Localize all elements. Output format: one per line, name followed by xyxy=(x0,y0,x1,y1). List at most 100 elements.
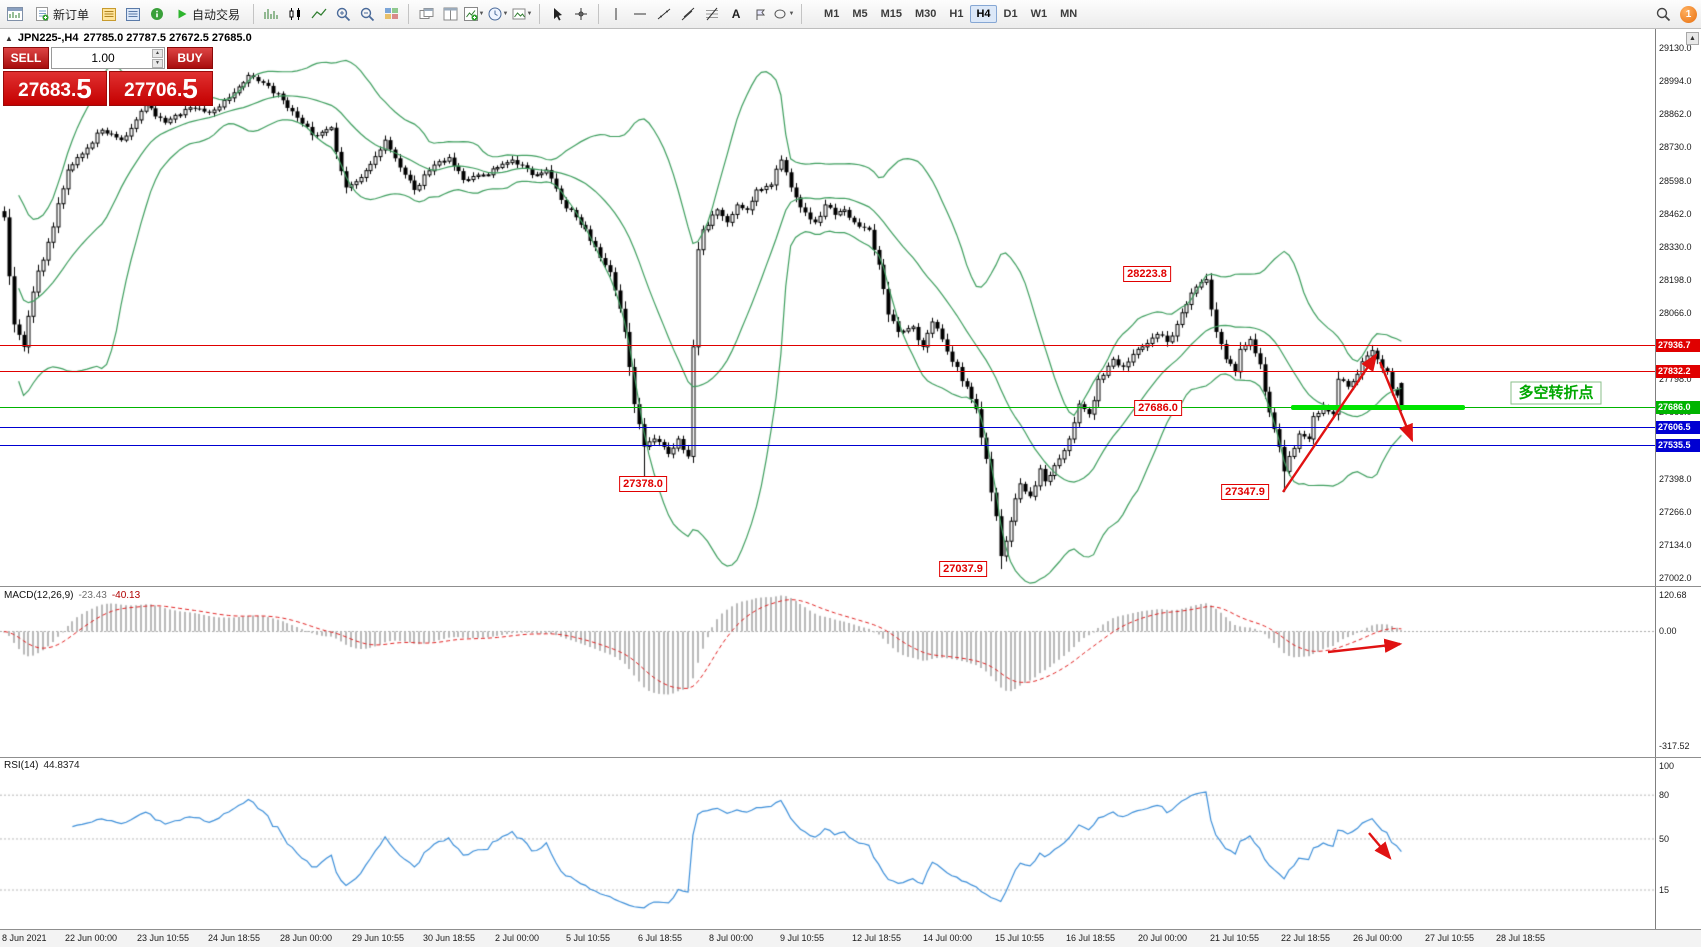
notification-badge[interactable]: 1 xyxy=(1680,5,1697,23)
search-icon[interactable] xyxy=(1652,3,1674,25)
buy-quote[interactable]: 27706. 5 xyxy=(109,71,213,106)
price-axis xyxy=(1655,29,1701,930)
timeframe-mn-button[interactable]: MN xyxy=(1060,8,1078,20)
text-tool-button[interactable]: A xyxy=(725,3,747,25)
horizontal-line-27535.5[interactable] xyxy=(0,444,1655,446)
shapes-tool-icon[interactable]: ▼ xyxy=(773,3,795,25)
horizontal-line-27936.7[interactable] xyxy=(0,344,1655,346)
horizontal-line-27686.0[interactable] xyxy=(0,407,1655,409)
data-window-icon[interactable] xyxy=(122,3,144,25)
timeframe-h4-button[interactable]: H4 xyxy=(970,5,997,23)
time-axis-label: 14 Jul 00:00 xyxy=(923,933,973,943)
crosshair-icon[interactable] xyxy=(570,3,592,25)
chevron-down-icon: ▼ xyxy=(526,11,533,17)
chart-annotation[interactable]: 27686.0 xyxy=(1134,399,1182,416)
timeframe-m1-button[interactable]: M1 xyxy=(824,8,840,20)
price-axis-label: 28066.0 xyxy=(1659,308,1692,318)
timeframe-m15-button[interactable]: M15 xyxy=(880,8,902,20)
support-zone-highlight[interactable] xyxy=(1291,405,1465,411)
time-axis-label: 15 Jul 10:55 xyxy=(995,933,1045,943)
volume-stepper-up-icon[interactable]: ▲ xyxy=(152,49,163,58)
timeframe-m30-button[interactable]: M30 xyxy=(915,8,937,20)
chevron-down-icon: ▼ xyxy=(502,11,509,17)
label-tool-icon[interactable] xyxy=(749,3,771,25)
chart-annotation[interactable]: 多空转折点 xyxy=(1510,381,1602,405)
price-tag-27606.5: 27606.5 xyxy=(1656,420,1700,434)
tile-windows-icon[interactable] xyxy=(380,3,402,25)
new-chart-icon[interactable]: ▼ xyxy=(463,3,485,25)
chart-annotation[interactable]: 27037.9 xyxy=(939,561,987,578)
cascade-windows-icon[interactable] xyxy=(415,3,437,25)
time-axis-label: 22 Jul 18:55 xyxy=(1281,933,1331,943)
new-order-icon xyxy=(35,7,49,21)
line-chart-type-icon[interactable] xyxy=(308,3,330,25)
time-axis-label: 20 Jul 00:00 xyxy=(1138,933,1188,943)
sell-price-pips: 5 xyxy=(76,73,92,104)
timeframe-w1-button[interactable]: W1 xyxy=(1030,8,1048,20)
rsi-axis-label: 15 xyxy=(1659,885,1670,895)
zoom-out-icon[interactable] xyxy=(356,3,378,25)
template-icon[interactable]: ▼ xyxy=(511,3,533,25)
auto-trading-button[interactable]: 自动交易 xyxy=(170,3,247,25)
price-axis-label: 27002.0 xyxy=(1659,573,1692,583)
chart-annotation[interactable]: 27347.9 xyxy=(1221,483,1269,500)
horizontal-line-tool-icon[interactable] xyxy=(629,3,651,25)
chart-annotation[interactable]: 27378.0 xyxy=(619,476,667,493)
sell-quote[interactable]: 27683. 5 xyxy=(3,71,107,106)
zoom-in-icon[interactable] xyxy=(332,3,354,25)
arrange-windows-icon[interactable] xyxy=(439,3,461,25)
new-order-button[interactable]: 新订单 xyxy=(28,3,96,25)
market-watch-icon[interactable] xyxy=(98,3,120,25)
price-axis-label: 27398.0 xyxy=(1659,473,1692,484)
collapse-panel-icon[interactable]: ▲ xyxy=(5,33,13,43)
macd-axis-label: -317.52 xyxy=(1659,741,1690,751)
scroll-up-button[interactable]: ▲ xyxy=(1686,32,1699,45)
time-axis-label: 30 Jun 18:55 xyxy=(423,933,476,943)
time-axis-label: 16 Jul 18:55 xyxy=(1066,933,1116,943)
bar-chart-type-icon[interactable] xyxy=(260,3,282,25)
horizontal-line-27606.5[interactable] xyxy=(0,426,1655,428)
time-axis-label: 2 Jul 00:00 xyxy=(495,933,540,943)
chart-window-icon[interactable] xyxy=(4,3,26,25)
price-tag-27686.0: 27686.0 xyxy=(1656,401,1700,415)
sell-button[interactable]: SELL xyxy=(3,47,49,69)
price-tag-27832.2: 27832.2 xyxy=(1656,364,1700,378)
symbol-period-title: JPN225-,H4 xyxy=(17,32,79,44)
candlestick-chart-type-icon[interactable] xyxy=(284,3,306,25)
sell-price: 27683. xyxy=(18,80,77,101)
time-axis-label: 24 Jun 18:55 xyxy=(208,933,261,943)
navigator-icon[interactable] xyxy=(146,3,168,25)
macd-indicator-label: MACD(12,26,9) -23.43 -40.13 xyxy=(4,590,140,601)
period-selector-icon[interactable]: ▼ xyxy=(487,3,509,25)
price-axis-label: 28994.0 xyxy=(1659,76,1692,87)
cursor-icon[interactable] xyxy=(546,3,568,25)
toolbar-separator xyxy=(253,4,255,24)
chevron-down-icon: ▼ xyxy=(788,11,795,17)
price-axis-label: 28462.0 xyxy=(1659,208,1692,219)
channel-tool-icon[interactable] xyxy=(677,3,699,25)
price-axis-label: 28198.0 xyxy=(1659,274,1692,285)
price-axis-label: 28862.0 xyxy=(1659,109,1692,120)
panel-separator[interactable] xyxy=(0,757,1701,758)
horizontal-line-27832.2[interactable] xyxy=(0,370,1655,372)
time-axis-label: 5 Jul 10:55 xyxy=(566,933,611,943)
price-axis-label: 29130.0 xyxy=(1659,43,1692,53)
buy-button[interactable]: BUY xyxy=(167,47,213,69)
toolbar-separator xyxy=(598,4,600,24)
time-axis xyxy=(0,930,1701,947)
time-axis-label: 29 Jun 10:55 xyxy=(352,933,405,943)
trendline-tool-icon[interactable] xyxy=(653,3,675,25)
volume-stepper-down-icon[interactable]: ▼ xyxy=(152,59,163,68)
timeframe-m5-button[interactable]: M5 xyxy=(852,8,868,20)
one-click-trading-panel: SELL ▲ ▼ BUY 27683. 5 27706. 5 xyxy=(3,47,213,106)
macd-axis-label: 0.00 xyxy=(1659,626,1677,636)
chart-annotation[interactable]: 28223.8 xyxy=(1123,265,1171,282)
vertical-line-tool-icon[interactable] xyxy=(605,3,627,25)
panel-separator[interactable] xyxy=(0,586,1701,587)
fibonacci-tool-icon[interactable] xyxy=(701,3,723,25)
timeframe-d1-button[interactable]: D1 xyxy=(1003,8,1018,20)
volume-input[interactable] xyxy=(52,48,164,68)
timeframe-h1-button[interactable]: H1 xyxy=(949,8,964,20)
rsi-axis-label: 80 xyxy=(1659,790,1670,800)
